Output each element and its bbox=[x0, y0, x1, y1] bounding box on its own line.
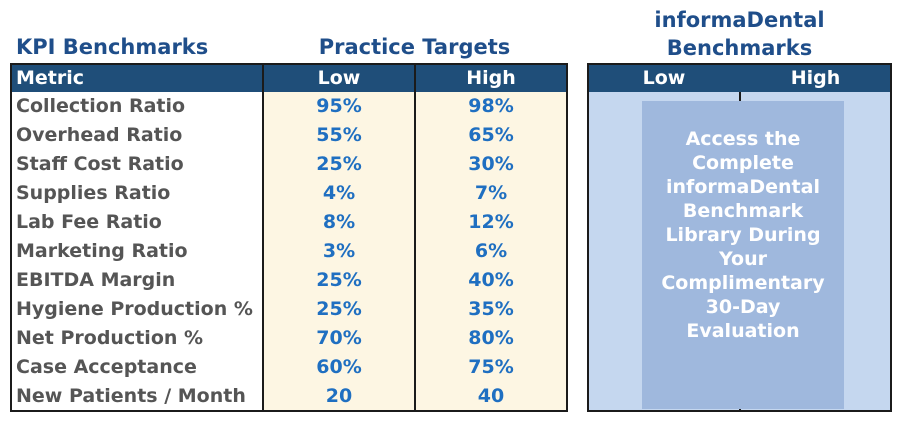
promo-text-line: Your bbox=[719, 248, 767, 270]
metric-label: Case Acceptance bbox=[16, 356, 197, 378]
metric-label: New Patients / Month bbox=[16, 385, 246, 407]
informadental-title-line2: Benchmarks bbox=[666, 36, 813, 60]
target-low-value: 25% bbox=[316, 153, 362, 175]
target-high-value: 65% bbox=[468, 124, 514, 146]
table-row: Collection Ratio 95% 98% bbox=[12, 92, 566, 121]
kpi-benchmarks-title: KPI Benchmarks bbox=[16, 35, 209, 59]
target-high-value: 40% bbox=[468, 269, 514, 291]
table-row: New Patients / Month 20 40 bbox=[12, 382, 566, 411]
promo-text-line: Complimentary bbox=[661, 272, 825, 294]
column-divider bbox=[414, 65, 416, 410]
header-high: High bbox=[416, 65, 566, 92]
target-low-value: 25% bbox=[316, 298, 362, 320]
target-high-value: 98% bbox=[468, 95, 514, 117]
table-row: Lab Fee Ratio 8% 12% bbox=[12, 208, 566, 237]
header-low: Low bbox=[264, 65, 414, 92]
metric-label: EBITDA Margin bbox=[16, 269, 176, 291]
metric-label: Hygiene Production % bbox=[16, 298, 253, 320]
informadental-benchmarks-table: Low High Access the Complete informaDental… bbox=[587, 63, 892, 412]
table-row: Net Production % 70% 80% bbox=[12, 324, 566, 353]
table-row: Case Acceptance 60% 75% bbox=[12, 353, 566, 382]
promo-text-line: Library During bbox=[665, 224, 821, 246]
target-low-value: 60% bbox=[316, 356, 362, 378]
table-row: Staff Cost Ratio 25% 30% bbox=[12, 150, 566, 179]
table-row: Marketing Ratio 3% 6% bbox=[12, 237, 566, 266]
practice-targets-title: Practice Targets bbox=[318, 35, 511, 59]
header-high: High bbox=[741, 65, 890, 92]
target-high-value: 35% bbox=[468, 298, 514, 320]
evaluation-promo-box: Access the Complete informaDental Benchmark… bbox=[642, 101, 844, 409]
promo-text-line: Complete bbox=[692, 152, 794, 174]
table-row: Overhead Ratio 55% 65% bbox=[12, 121, 566, 150]
target-low-value: 20 bbox=[325, 385, 353, 407]
target-high-value: 40 bbox=[477, 385, 505, 407]
target-low-value: 8% bbox=[322, 211, 356, 233]
promo-text-line: Evaluation bbox=[686, 320, 800, 342]
table-row: EBITDA Margin 25% 40% bbox=[12, 266, 566, 295]
metric-label: Collection Ratio bbox=[16, 95, 186, 117]
promo-text-line: informaDental bbox=[666, 176, 820, 198]
table-row: Supplies Ratio 4% 7% bbox=[12, 179, 566, 208]
target-low-value: 55% bbox=[316, 124, 362, 146]
column-divider bbox=[262, 65, 264, 410]
metric-label: Overhead Ratio bbox=[16, 124, 183, 146]
target-high-value: 80% bbox=[468, 327, 514, 349]
promo-text-line: Access the bbox=[685, 128, 801, 150]
header-divider bbox=[739, 65, 741, 92]
target-high-value: 30% bbox=[468, 153, 514, 175]
target-high-value: 12% bbox=[468, 211, 514, 233]
promo-text-line: 30-Day bbox=[705, 296, 781, 318]
metric-label: Lab Fee Ratio bbox=[16, 211, 162, 233]
target-low-value: 95% bbox=[316, 95, 362, 117]
header-metric: Metric bbox=[12, 65, 262, 92]
target-high-value: 6% bbox=[474, 240, 508, 262]
header-low: Low bbox=[589, 65, 739, 92]
target-high-value: 75% bbox=[468, 356, 514, 378]
table-row: Hygiene Production % 25% 35% bbox=[12, 295, 566, 324]
promo-text-line: Benchmark bbox=[682, 200, 804, 222]
kpi-targets-table: Metric Low High Collection Ratio 95% 98% Ov… bbox=[10, 63, 568, 412]
target-high-value: 7% bbox=[474, 182, 508, 204]
target-low-value: 25% bbox=[316, 269, 362, 291]
metric-label: Net Production % bbox=[16, 327, 204, 349]
target-low-value: 70% bbox=[316, 327, 362, 349]
informadental-title-line1: informaDental bbox=[654, 8, 825, 32]
target-low-value: 3% bbox=[322, 240, 356, 262]
metric-label: Marketing Ratio bbox=[16, 240, 188, 262]
informadental-benchmarks-title: informaDental Benchmarks bbox=[588, 6, 891, 62]
metric-label: Staff Cost Ratio bbox=[16, 153, 184, 175]
target-low-value: 4% bbox=[322, 182, 356, 204]
metric-label: Supplies Ratio bbox=[16, 182, 171, 204]
